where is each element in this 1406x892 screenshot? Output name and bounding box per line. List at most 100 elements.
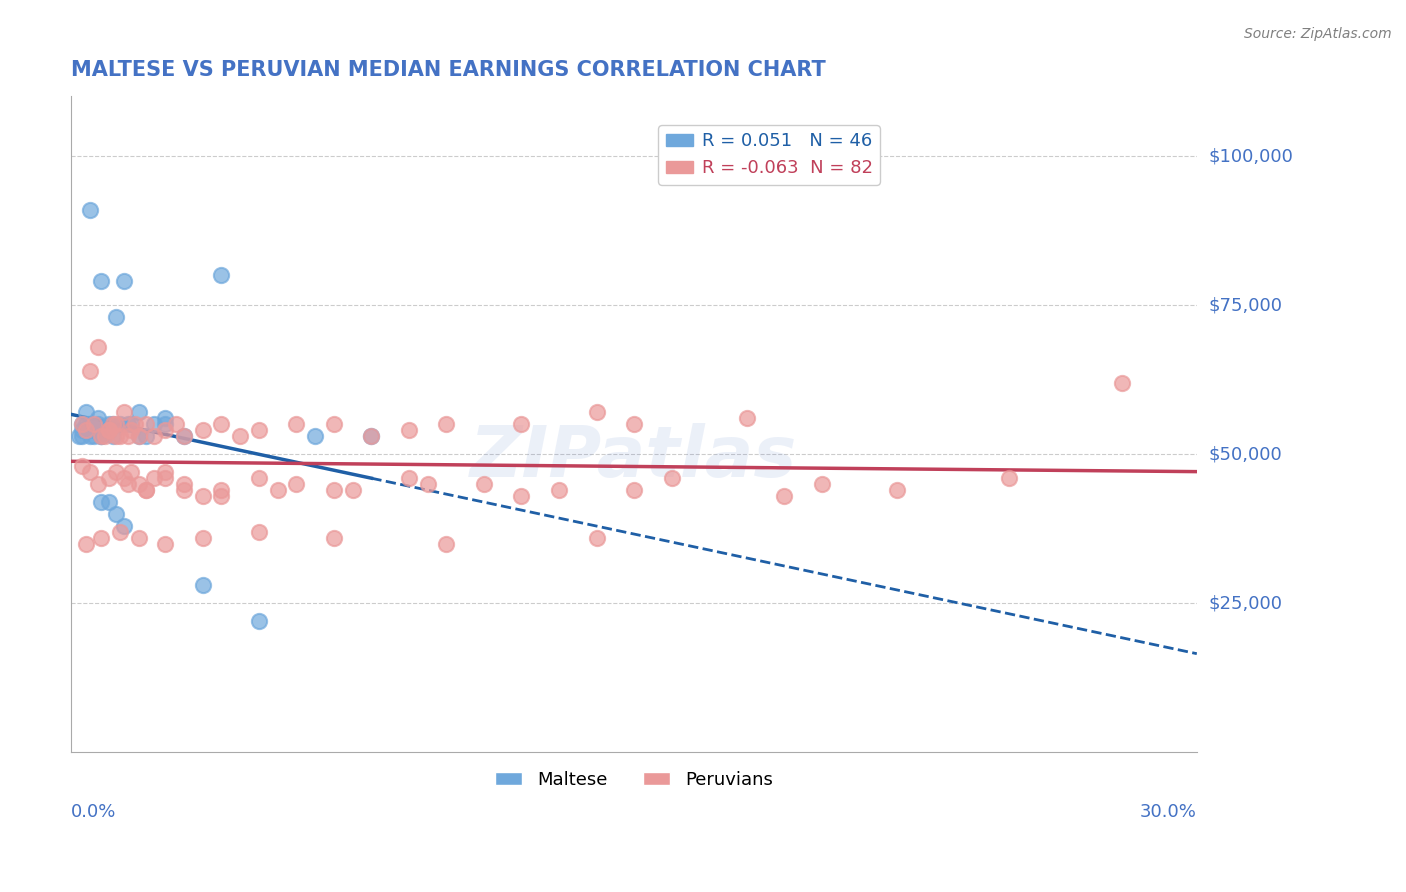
Text: $50,000: $50,000: [1208, 445, 1282, 463]
Point: [117, 417, 139, 432]
Point: [83, 429, 105, 443]
Point: [90, 274, 112, 288]
Point: [436, 537, 458, 551]
Point: [661, 471, 683, 485]
Point: [72, 417, 94, 432]
Point: [304, 429, 326, 443]
Point: [97, 417, 120, 432]
Point: [191, 489, 214, 503]
Point: [117, 429, 139, 443]
Point: [436, 417, 458, 432]
Point: [128, 531, 150, 545]
Point: [360, 429, 382, 443]
Point: [135, 417, 157, 432]
Point: [117, 477, 139, 491]
Point: [209, 483, 232, 497]
Point: [86, 417, 108, 432]
Point: [1111, 376, 1133, 390]
Point: [79, 364, 101, 378]
Point: [97, 471, 120, 485]
Point: [79, 417, 101, 432]
Point: [120, 417, 142, 432]
Point: [128, 429, 150, 443]
Legend: Maltese, Peruvians: Maltese, Peruvians: [488, 764, 780, 796]
Point: [79, 417, 101, 432]
Point: [97, 495, 120, 509]
Point: [191, 423, 214, 437]
Point: [191, 578, 214, 592]
Point: [165, 417, 187, 432]
Point: [86, 423, 108, 437]
Point: [97, 423, 120, 437]
Point: [360, 429, 382, 443]
Text: ZIPatlas: ZIPatlas: [471, 423, 797, 491]
Point: [153, 423, 176, 437]
Text: 0.0%: 0.0%: [72, 803, 117, 822]
Point: [623, 417, 645, 432]
Point: [229, 429, 252, 443]
Point: [322, 417, 344, 432]
Point: [112, 471, 135, 485]
Point: [153, 411, 176, 425]
Point: [585, 405, 607, 419]
Point: [128, 477, 150, 491]
Point: [75, 423, 97, 437]
Point: [105, 507, 128, 521]
Point: [101, 417, 124, 432]
Point: [67, 429, 90, 443]
Point: [120, 465, 142, 479]
Point: [72, 417, 94, 432]
Text: $100,000: $100,000: [1208, 147, 1294, 165]
Point: [322, 531, 344, 545]
Point: [886, 483, 908, 497]
Point: [83, 417, 105, 432]
Point: [142, 417, 165, 432]
Point: [247, 471, 270, 485]
Point: [209, 489, 232, 503]
Point: [135, 429, 157, 443]
Point: [128, 429, 150, 443]
Point: [285, 417, 308, 432]
Point: [97, 423, 120, 437]
Point: [72, 423, 94, 437]
Point: [108, 429, 131, 443]
Point: [209, 417, 232, 432]
Point: [94, 423, 117, 437]
Point: [101, 417, 124, 432]
Point: [79, 465, 101, 479]
Point: [810, 477, 832, 491]
Point: [266, 483, 288, 497]
Point: [173, 429, 195, 443]
Point: [510, 489, 533, 503]
Point: [108, 524, 131, 539]
Point: [112, 518, 135, 533]
Point: [135, 483, 157, 497]
Text: $75,000: $75,000: [1208, 296, 1282, 314]
Point: [72, 429, 94, 443]
Point: [342, 483, 364, 497]
Point: [548, 483, 571, 497]
Point: [72, 459, 94, 474]
Point: [90, 429, 112, 443]
Point: [83, 423, 105, 437]
Point: [94, 423, 117, 437]
Point: [173, 483, 195, 497]
Point: [105, 465, 128, 479]
Point: [90, 531, 112, 545]
Point: [153, 471, 176, 485]
Point: [585, 531, 607, 545]
Point: [998, 471, 1021, 485]
Point: [75, 405, 97, 419]
Point: [153, 465, 176, 479]
Point: [108, 417, 131, 432]
Point: [90, 495, 112, 509]
Point: [105, 310, 128, 324]
Point: [472, 477, 495, 491]
Text: 30.0%: 30.0%: [1140, 803, 1197, 822]
Point: [773, 489, 796, 503]
Text: Source: ZipAtlas.com: Source: ZipAtlas.com: [1244, 27, 1392, 41]
Point: [112, 274, 135, 288]
Point: [75, 537, 97, 551]
Point: [153, 417, 176, 432]
Point: [322, 483, 344, 497]
